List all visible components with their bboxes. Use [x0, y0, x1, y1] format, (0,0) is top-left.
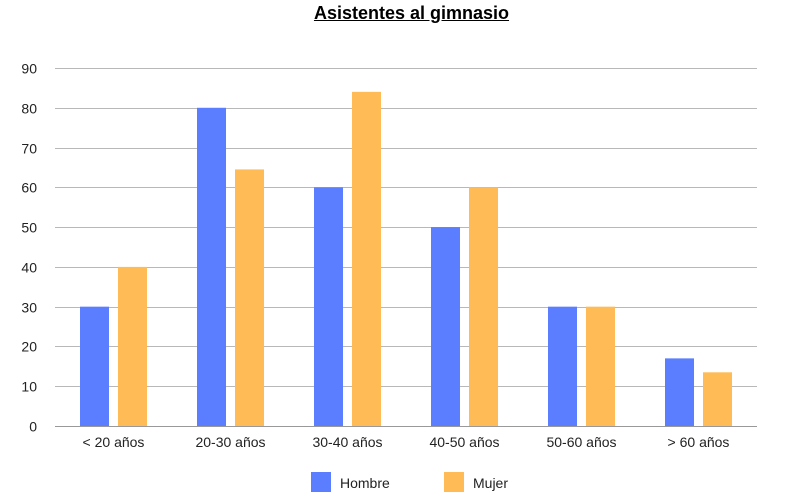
y-tick-label: 40 [21, 260, 37, 276]
y-tick-label: 60 [21, 180, 37, 196]
x-tick-label: 40-50 años [429, 434, 499, 450]
x-tick-label: < 20 años [83, 434, 145, 450]
x-axis-ticks: < 20 años 20-30 años 30-40 años 40-50 años 5… [83, 434, 730, 450]
bar-hombre [665, 358, 694, 426]
bar-hombre [431, 227, 460, 426]
y-tick-label: 20 [21, 339, 37, 355]
legend-swatch-mujer [444, 472, 464, 492]
x-tick-label: > 60 años [668, 434, 730, 450]
bar-hombre [197, 107, 226, 427]
bar-mujer [586, 306, 615, 426]
x-tick-label: 20-30 años [195, 434, 265, 450]
y-tick-label: 80 [21, 101, 37, 117]
y-tick-label: 90 [21, 61, 37, 77]
y-tick-label: 10 [21, 379, 37, 395]
y-tick-label: 30 [21, 300, 37, 316]
bar-hombre [548, 306, 577, 426]
bar-hombre [314, 187, 343, 426]
legend-label-hombre: Hombre [340, 475, 390, 491]
x-tick-label: 30-40 años [312, 434, 382, 450]
y-tick-label: 70 [21, 141, 37, 157]
legend-swatch-hombre [311, 472, 331, 492]
y-tick-label: 0 [29, 419, 37, 435]
bars [80, 91, 732, 427]
bar-hombre [80, 306, 109, 426]
legend: Hombre Mujer [311, 472, 508, 492]
chart-title: Asistentes al gimnasio [313, 3, 510, 23]
legend-label-mujer: Mujer [473, 475, 508, 491]
x-tick-label: 50-60 años [546, 434, 616, 450]
bar-mujer [235, 169, 264, 426]
y-tick-label: 50 [21, 220, 37, 236]
bar-mujer [352, 91, 381, 426]
gridlines [55, 68, 757, 427]
bar-mujer [703, 372, 732, 426]
bar-mujer [469, 187, 498, 426]
bar-mujer [118, 266, 147, 426]
y-axis-ticks: 0 10 20 30 40 50 60 70 80 90 [21, 61, 37, 435]
